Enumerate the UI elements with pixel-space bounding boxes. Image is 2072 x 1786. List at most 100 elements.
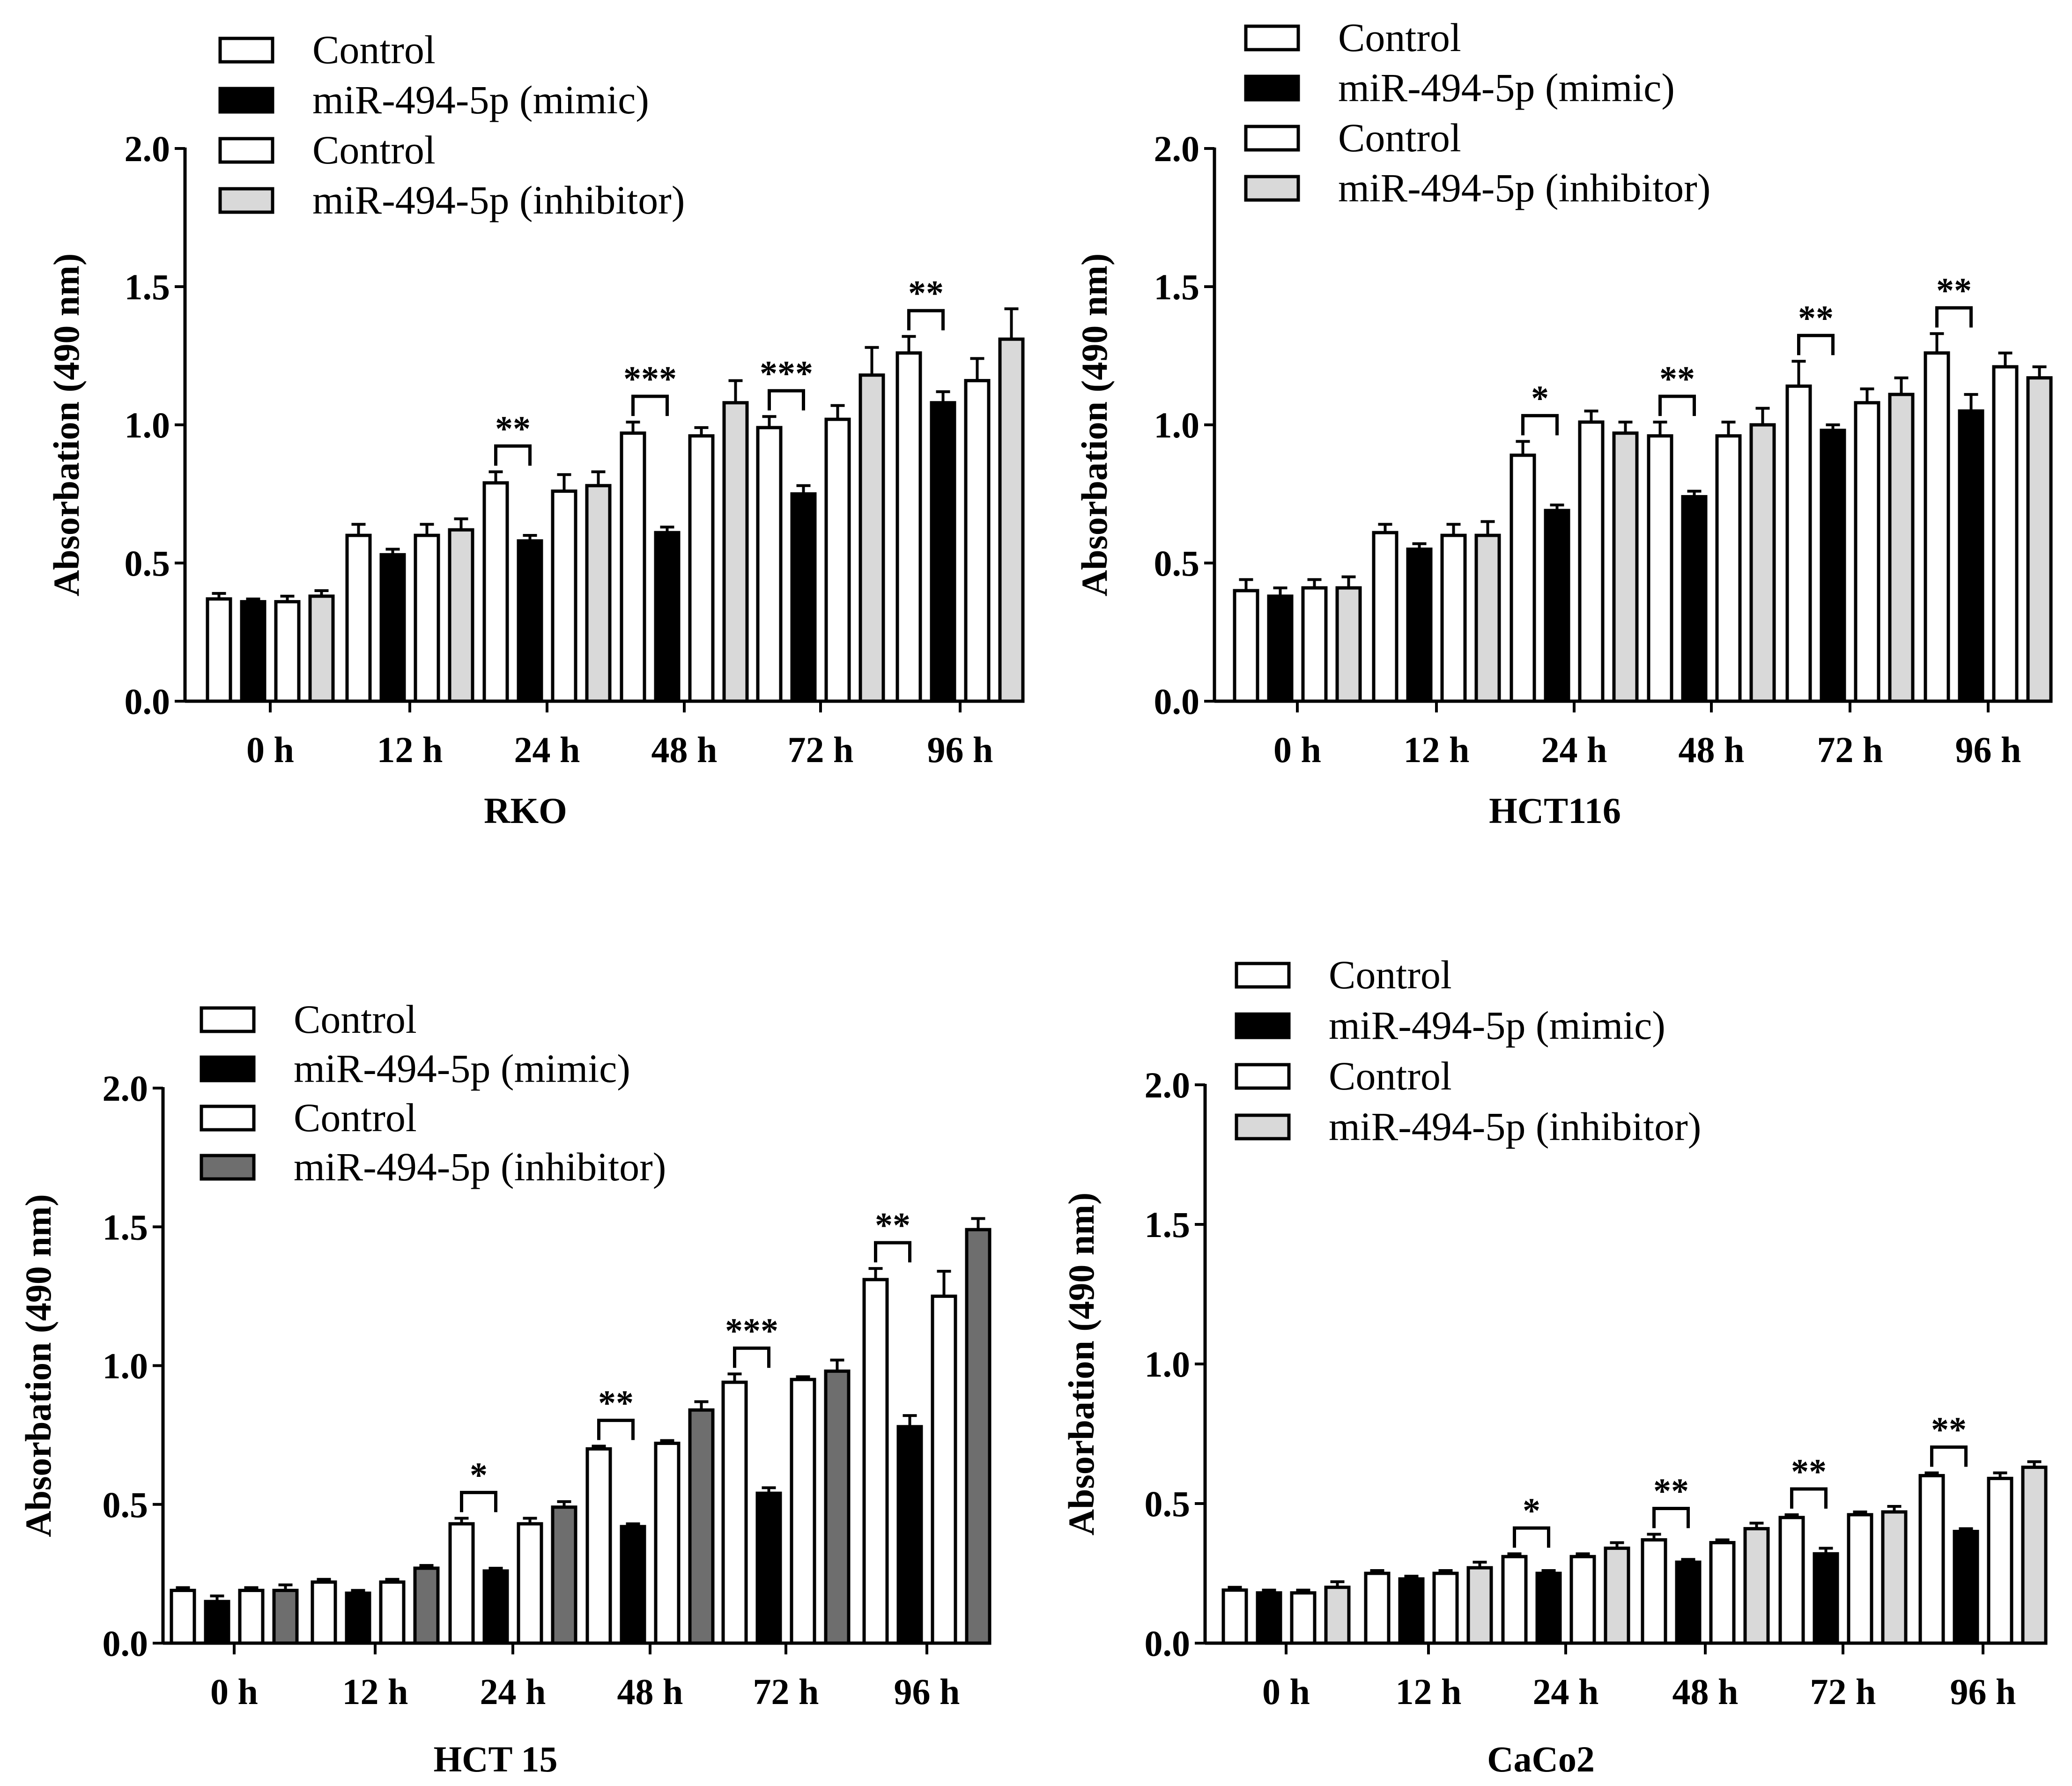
x-tick-label: 48 h xyxy=(1679,729,1745,770)
legend-swatch xyxy=(200,1104,256,1132)
legend-swatch xyxy=(1235,1012,1291,1039)
significance-bracket xyxy=(631,394,669,416)
y-tick-label: 2.0 xyxy=(1145,1065,1191,1105)
bar xyxy=(721,1380,748,1645)
bar xyxy=(206,597,232,703)
significance-label: ** xyxy=(875,1206,910,1245)
x-tick-label: 48 h xyxy=(617,1671,683,1712)
bar xyxy=(790,1378,816,1645)
y-tick-label: 1.5 xyxy=(103,1207,148,1247)
bar xyxy=(448,1522,475,1645)
significance-label: ** xyxy=(598,1383,634,1423)
bar xyxy=(170,1588,196,1645)
significance-label: ** xyxy=(1653,1472,1689,1511)
bar xyxy=(1233,589,1259,703)
bar xyxy=(1992,365,2019,703)
y-tick-label: 1.0 xyxy=(125,405,170,445)
significance-bracket xyxy=(1658,394,1696,416)
significance-bracket xyxy=(597,1418,635,1440)
significance-label: ** xyxy=(1798,298,1834,338)
x-tick-label: 72 h xyxy=(753,1671,819,1712)
significance-bracket xyxy=(1930,1445,1968,1467)
legend-label: miR-494-5p (inhibitor) xyxy=(1329,1104,1701,1149)
significance-bracket xyxy=(1935,306,1973,328)
y-tick-label: 1.0 xyxy=(1154,405,1200,445)
y-axis-title: Absorbation (490 nm) xyxy=(18,1194,59,1537)
y-tick-label: 2.0 xyxy=(125,128,170,169)
x-tick-label: 96 h xyxy=(1950,1671,2016,1712)
x-tick-label: 12 h xyxy=(342,1671,408,1712)
x-tick-label: 24 h xyxy=(514,729,580,770)
legend-label: Control xyxy=(1329,952,1452,997)
bar xyxy=(2021,1466,2048,1645)
y-tick-label: 0.0 xyxy=(103,1623,148,1664)
bar xyxy=(1267,594,1294,703)
significance-label: ** xyxy=(1659,359,1695,399)
x-tick-label: 96 h xyxy=(894,1671,960,1712)
y-tick-label: 1.5 xyxy=(1154,267,1200,307)
bar xyxy=(238,1588,265,1645)
bar xyxy=(1604,1546,1630,1645)
bar xyxy=(585,1447,612,1645)
bar xyxy=(379,553,406,703)
legend-swatch xyxy=(1244,125,1300,152)
legend-swatch xyxy=(218,137,274,164)
bar xyxy=(1474,534,1501,703)
legend-swatch xyxy=(1235,1063,1291,1090)
legend-label: miR-494-5p (mimic) xyxy=(1338,65,1675,110)
bar xyxy=(551,489,577,703)
bar xyxy=(311,1580,337,1645)
bar xyxy=(722,401,749,703)
bar xyxy=(551,1505,577,1645)
bar xyxy=(1569,1555,1596,1645)
bar xyxy=(272,1588,299,1645)
significance-label: *** xyxy=(760,354,813,393)
significance-label: *** xyxy=(725,1311,778,1350)
x-axis-title: RKO xyxy=(484,790,567,831)
bar xyxy=(931,1294,957,1645)
bar xyxy=(1987,1476,2013,1645)
x-tick-label: 72 h xyxy=(1810,1671,1876,1712)
bar xyxy=(1813,1552,1839,1645)
legend-label: miR-494-5p (inhibitor) xyxy=(312,178,685,222)
bar xyxy=(517,539,543,703)
y-tick-label: 1.0 xyxy=(103,1346,148,1386)
bar xyxy=(688,434,715,703)
bar xyxy=(1715,434,1742,703)
bar xyxy=(1440,534,1467,703)
bar xyxy=(1953,1530,1979,1645)
bar xyxy=(1578,420,1605,703)
significance-label: * xyxy=(1531,378,1549,418)
bar xyxy=(965,1228,992,1645)
legend-label: miR-494-5p (inhibitor) xyxy=(1338,165,1710,210)
bar xyxy=(379,1580,406,1645)
legend-swatch xyxy=(218,187,274,214)
significance-bracket xyxy=(494,444,532,466)
x-axis-title: HCT116 xyxy=(1489,790,1621,831)
significance-label: * xyxy=(470,1455,488,1495)
bar xyxy=(755,1491,782,1645)
y-tick-label: 0.5 xyxy=(1154,543,1200,584)
bar xyxy=(240,600,266,703)
y-tick-label: 0.0 xyxy=(125,681,170,722)
bar xyxy=(1918,1474,1945,1645)
bar xyxy=(964,379,991,703)
bar xyxy=(413,1566,440,1645)
bar xyxy=(1256,1591,1282,1645)
bar xyxy=(448,528,474,703)
bar xyxy=(1398,1577,1425,1645)
bar xyxy=(998,337,1025,703)
bar xyxy=(1501,1555,1528,1645)
significance-bracket xyxy=(460,1490,497,1512)
legend-swatch xyxy=(200,1154,256,1181)
y-tick-label: 1.5 xyxy=(1145,1204,1191,1245)
bar xyxy=(1335,586,1362,703)
bar xyxy=(1847,1513,1873,1645)
significance-label: ** xyxy=(495,409,531,448)
bar xyxy=(1372,531,1399,703)
x-tick-label: 0 h xyxy=(210,1671,258,1712)
x-tick-label: 0 h xyxy=(1273,729,1321,770)
bar xyxy=(862,1278,889,1645)
significance-label: ** xyxy=(908,274,944,313)
significance-bracket xyxy=(874,1241,911,1263)
